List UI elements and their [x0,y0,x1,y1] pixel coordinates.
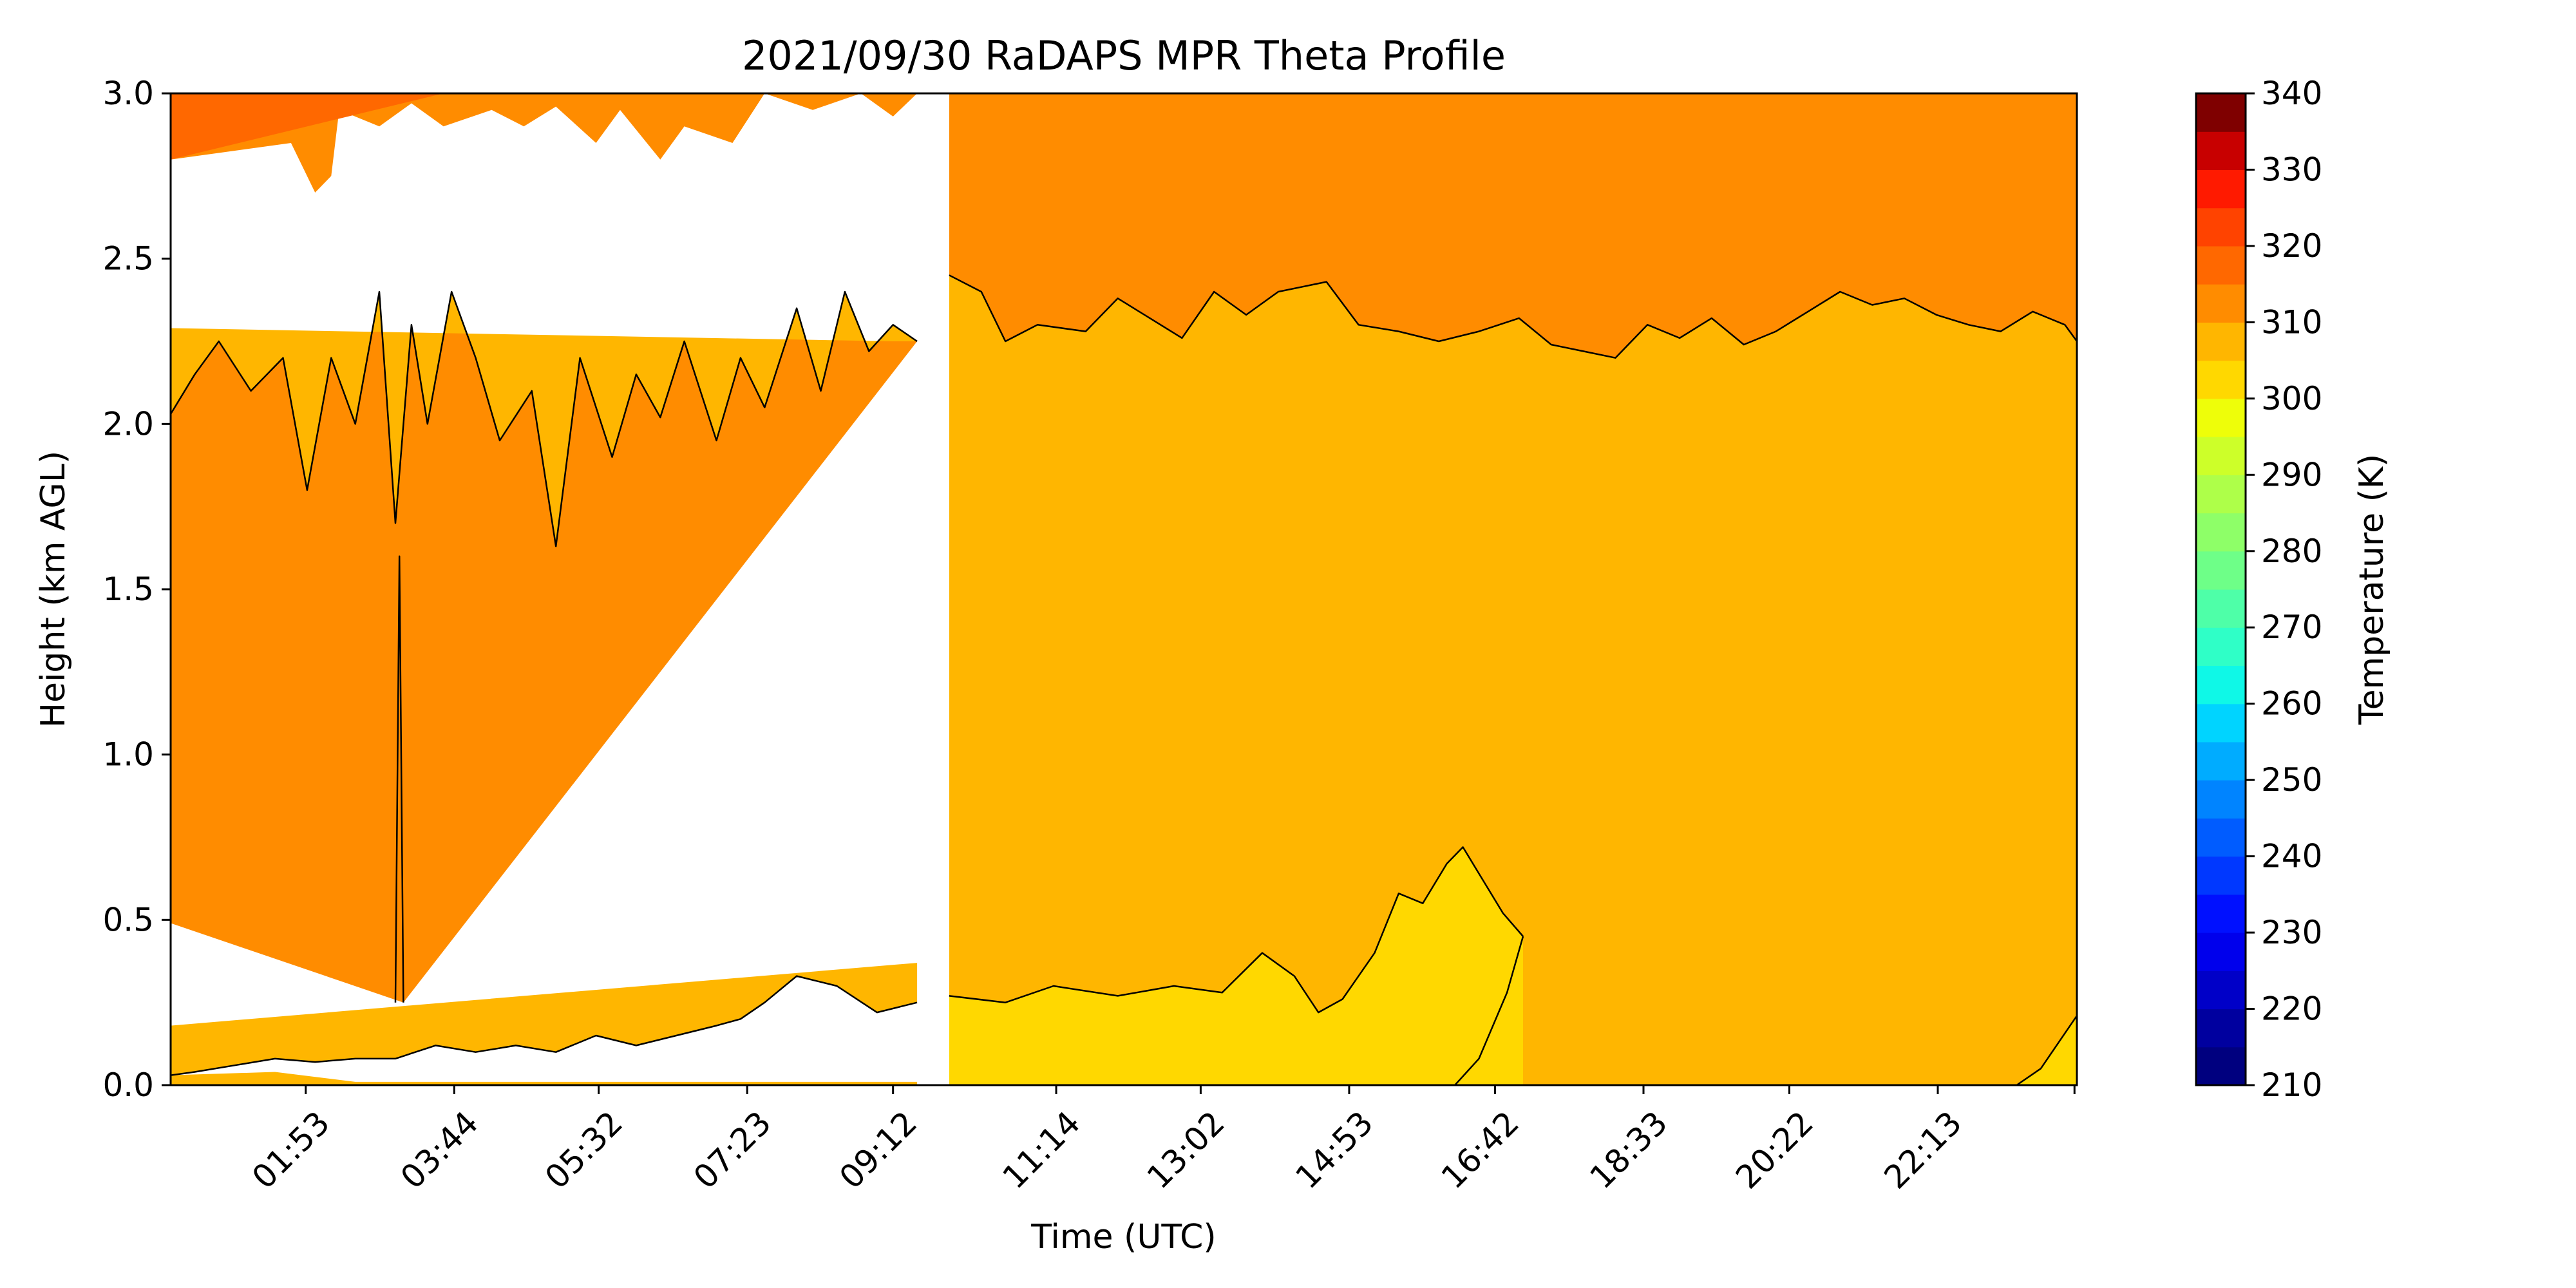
colorbar-tick-label: 310 [2261,303,2322,341]
colorbar-level-275 [2196,551,2246,590]
colorbar-level-320 [2196,207,2246,247]
region-level-305-310-left-band [171,292,918,547]
x-axis: 01:53 03:44 05:32 07:23 09:12 11:14 13:02 14:53… [245,1085,2076,1196]
x-tick-label: 14:53 [1289,1104,1381,1196]
x-tick-label: 05:32 [538,1104,630,1196]
x-tick-label: 16:42 [1434,1104,1526,1196]
x-axis-label: Time (UTC) [1030,1218,1216,1256]
isotherm-lines [171,274,2077,1085]
x-tick-label: 09:12 [832,1104,924,1196]
x-tick-label: 18:33 [1583,1104,1675,1196]
region-level-315-320-top-left [171,93,444,160]
x-tick-label: 01:53 [245,1104,337,1196]
colorbar-level-210 [2196,1046,2246,1086]
colorbar-level-235 [2196,856,2246,895]
colorbar-level-305 [2196,322,2246,361]
colorbar-level-250 [2196,741,2246,781]
colorbar-frame [2195,92,2247,1086]
region-level-305-310-main [949,275,2077,1085]
x-tick-label: 13:02 [1140,1104,1232,1196]
y-tick-label: 3.0 [102,75,154,112]
y-axis: 0.0 0.5 1.0 1.5 2.0 2.5 3.0 [102,75,171,1104]
colorbar-level-280 [2196,513,2246,552]
colorbar-tick-label: 340 [2261,75,2322,112]
region-level-300-305-core [949,847,1523,1085]
region-level-310-315-top-left [171,93,918,193]
isotherm-near-surface [1454,936,1524,1085]
colorbar-tick-label: 260 [2261,685,2322,723]
isotherm-left-lower [171,975,918,1076]
x-tick-label: 22:13 [1877,1104,1969,1196]
colorbar-tick-label: 320 [2261,227,2322,265]
y-tick-label: 0.5 [102,901,154,938]
isotherm-right-edge [2016,1015,2077,1085]
colorbar-level-260 [2196,665,2246,705]
colorbar-level-215 [2196,1009,2246,1048]
colorbar-tick-label: 300 [2261,380,2322,417]
colorbar-level-285 [2196,475,2246,514]
colorbar-level-295 [2196,398,2246,437]
colorbar-level-290 [2196,437,2246,475]
y-tick-label: 0.0 [102,1066,154,1104]
y-tick-label: 2.5 [102,240,154,278]
colorbar-level-265 [2196,627,2246,666]
isotherm-upper [949,274,2077,359]
colorbar-tick-label: 230 [2261,914,2322,951]
colorbar-level-255 [2196,703,2246,743]
colorbar-tick-label: 330 [2261,151,2322,188]
y-tick-label: 2.0 [102,405,154,442]
colorbar: 210 220 230 240 250 260 270 280 290 300 310 320 330 3… [2195,75,2322,1104]
chart-title: 2021/09/30 RaDAPS MPR Theta Profile [742,32,1506,79]
colorbar-level-335 [2196,93,2246,132]
x-tick-label: 03:44 [393,1104,486,1196]
colorbar-level-245 [2196,780,2246,819]
plot-area [171,93,2077,1085]
colorbar-level-315 [2196,245,2246,285]
colorbar-level-225 [2196,933,2246,971]
y-tick-label: 1.5 [102,571,154,608]
colorbar-level-330 [2196,131,2246,170]
colorbar-tick-label: 210 [2261,1066,2322,1104]
colorbar-level-310 [2196,284,2246,323]
colorbar-label: Temperature (K) [2353,454,2391,726]
contour-regions [171,93,2077,1085]
colorbar-level-325 [2196,169,2246,209]
y-tick-label: 1.0 [102,736,154,773]
x-tick-label: 11:14 [996,1104,1088,1196]
colorbar-tick-label: 240 [2261,838,2322,875]
x-tick-label: 20:22 [1728,1104,1821,1196]
isotherm-lower [949,846,1524,1014]
region-level-305-310-low-wedge [171,1072,918,1085]
colorbar-tick-label: 290 [2261,456,2322,493]
region-level-310-315-left [171,292,918,1003]
colorbar-tick-label: 270 [2261,609,2322,646]
isotherm-spike-left [394,555,404,1003]
isotherm-left-upper [171,290,918,547]
colorbar-level-240 [2196,818,2246,857]
colorbar-level-270 [2196,589,2246,628]
region-level-310-315-upper [949,93,2077,358]
y-axis-label: Height (km AGL) [34,451,73,728]
colorbar-tick-label: 250 [2261,761,2322,799]
colorbar-tick-label: 220 [2261,990,2322,1028]
colorbar-level-230 [2196,894,2246,933]
colorbar-level-300 [2196,360,2246,399]
region-level-305-310-low-band [171,963,918,1075]
colorbar-tick-label: 280 [2261,533,2322,570]
colorbar-level-220 [2196,971,2246,1010]
x-tick-label: 07:23 [687,1104,779,1196]
